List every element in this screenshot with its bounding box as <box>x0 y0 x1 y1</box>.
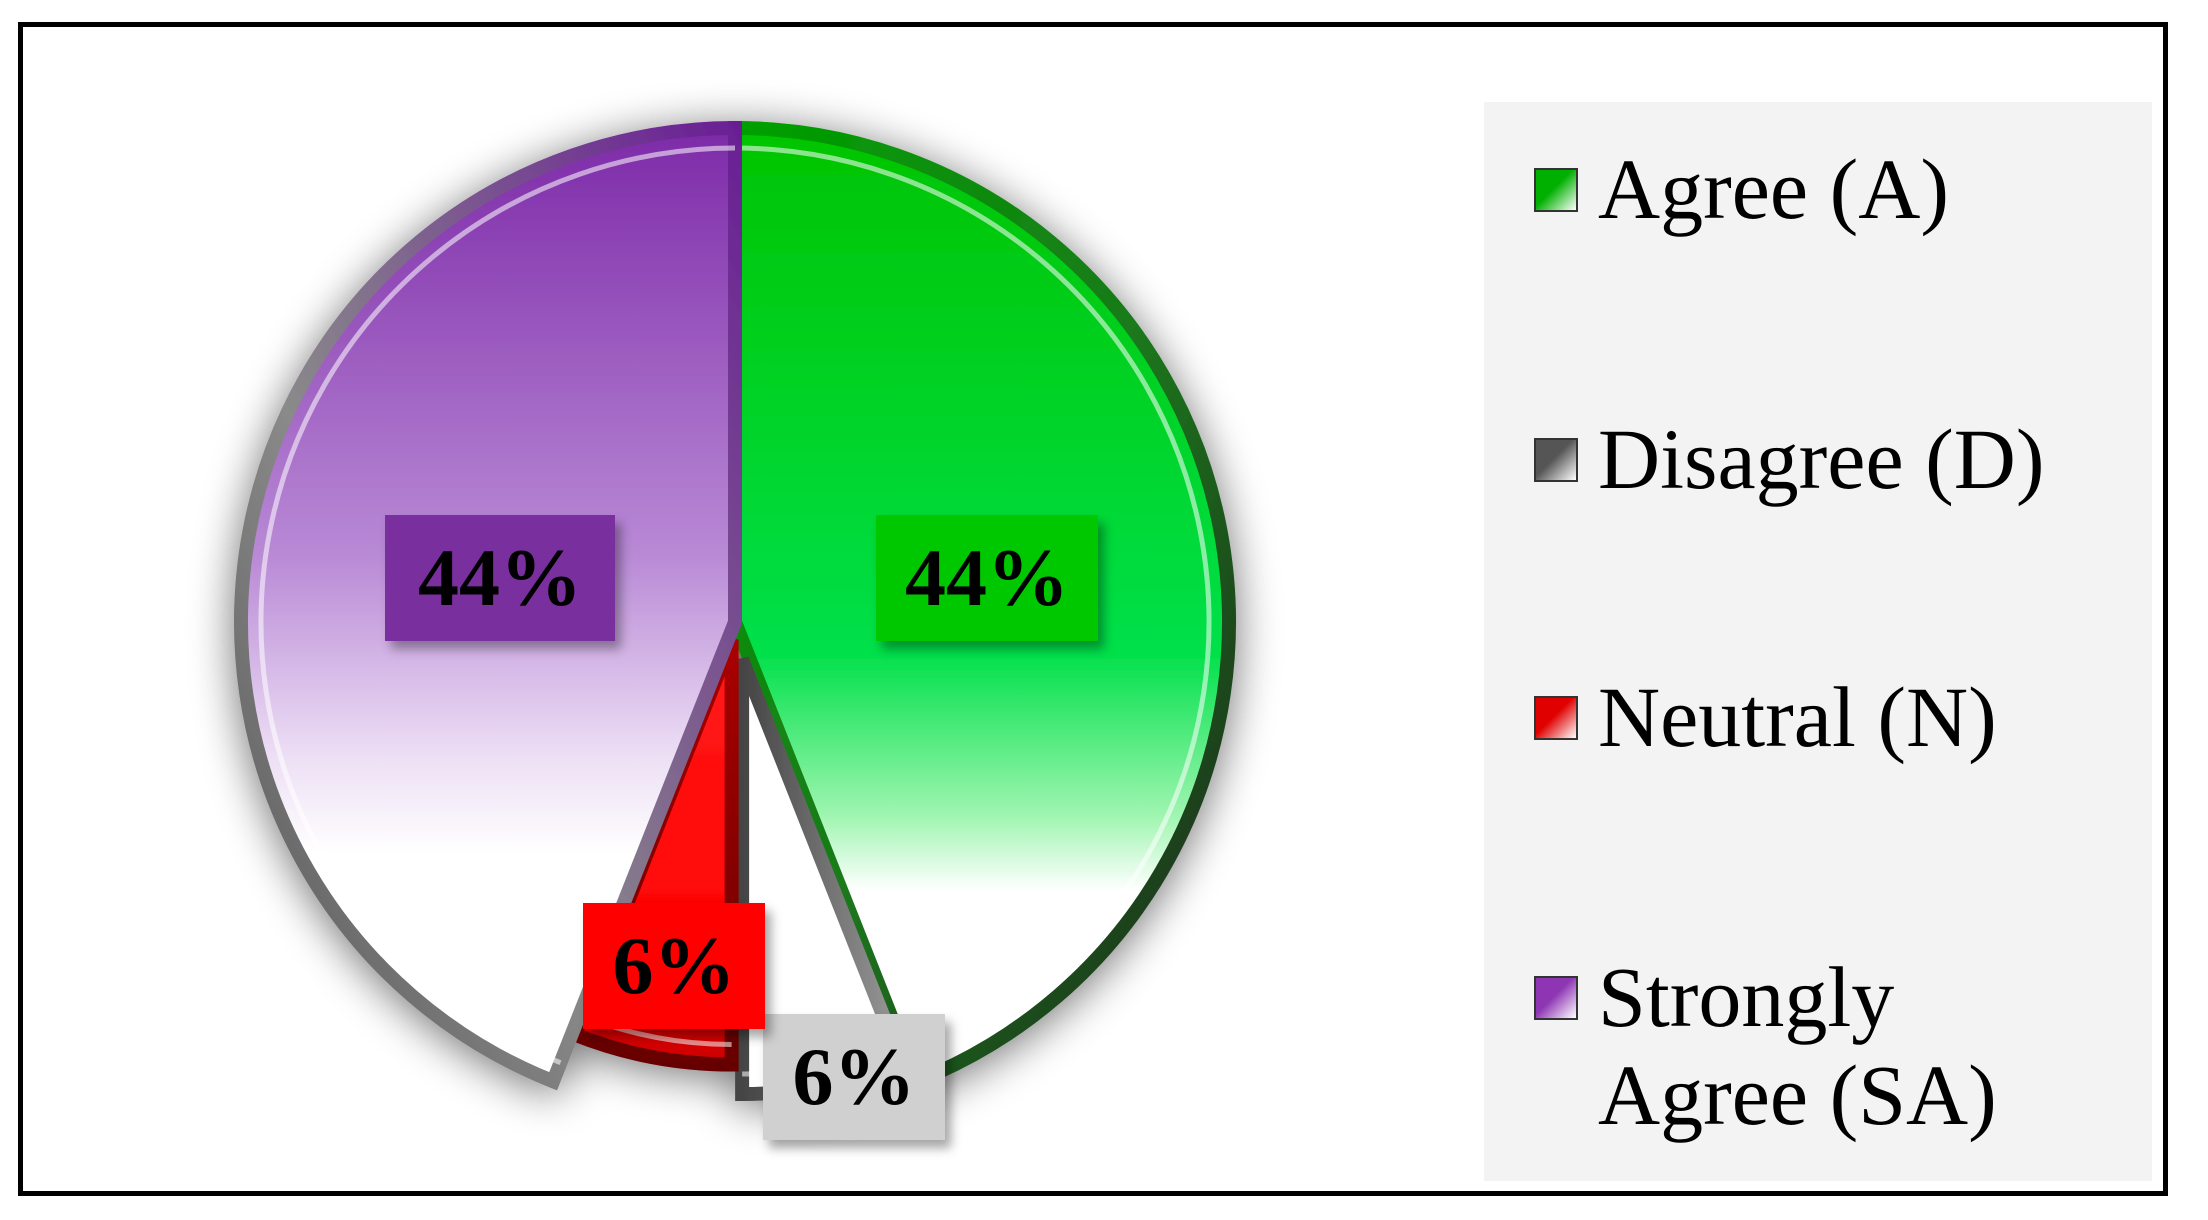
data-label-disagree-d: 6% <box>763 1014 945 1140</box>
legend: Agree (A) Disagree (D) Neutral (N) Strongly… <box>1484 102 2152 1181</box>
legend-item: Neutral (N) <box>1534 668 1997 766</box>
legend-item: Disagree (D) <box>1534 410 2045 508</box>
pie-slice-bevel <box>258 145 736 1066</box>
data-label-agree-a: 44% <box>876 515 1098 641</box>
legend-item: Agree (A) <box>1534 140 1949 238</box>
legend-swatch-icon <box>1534 168 1578 212</box>
legend-swatch-icon <box>1534 438 1578 482</box>
legend-label: Disagree (D) <box>1598 411 2045 507</box>
legend-swatch-icon <box>1534 976 1578 1020</box>
legend-item: Strongly Agree (SA) <box>1534 948 1997 1144</box>
legend-label: Neutral (N) <box>1598 669 1997 765</box>
data-label-neutral-n: 6% <box>583 903 765 1029</box>
legend-label: Strongly Agree (SA) <box>1598 949 1997 1143</box>
pie-slice-bevel <box>734 145 1212 1066</box>
legend-label: Agree (A) <box>1598 141 1949 237</box>
chart-frame: 44% 6% 6% 44% Agree (A) Disagree (D) Neutral … <box>18 22 2168 1196</box>
data-label-strongly-agree-sa: 44% <box>385 515 615 641</box>
legend-swatch-icon <box>1534 696 1578 740</box>
